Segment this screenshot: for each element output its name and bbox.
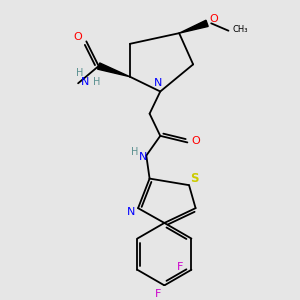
Text: S: S — [190, 172, 199, 185]
Text: N: N — [80, 76, 89, 87]
Text: H: H — [92, 76, 100, 87]
Text: CH₃: CH₃ — [232, 25, 248, 34]
Text: N: N — [154, 78, 162, 88]
Text: F: F — [154, 289, 161, 298]
Text: H: H — [131, 147, 139, 157]
Text: N: N — [139, 152, 147, 162]
Polygon shape — [179, 20, 208, 33]
Text: O: O — [74, 32, 82, 42]
Text: O: O — [191, 136, 200, 146]
Text: O: O — [209, 14, 218, 24]
Text: H: H — [76, 68, 83, 78]
Polygon shape — [98, 63, 130, 77]
Text: F: F — [177, 262, 183, 272]
Text: N: N — [127, 207, 136, 217]
